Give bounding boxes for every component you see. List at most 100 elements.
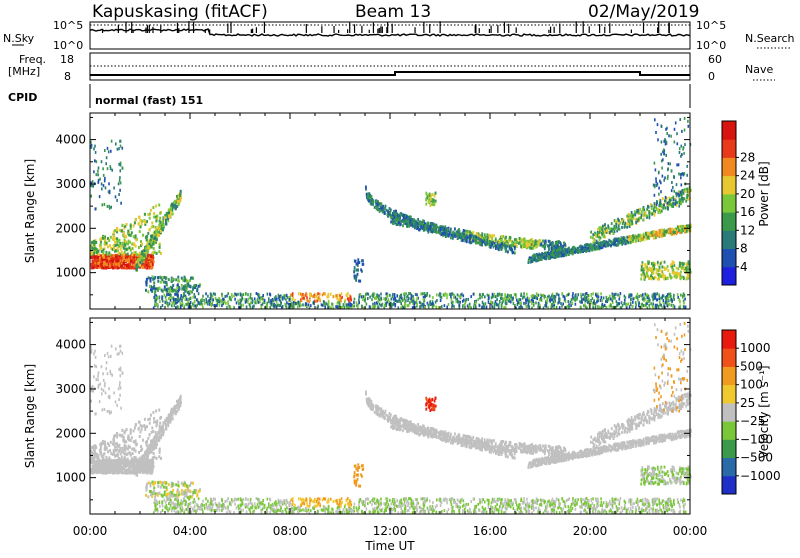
power-cell bbox=[495, 245, 497, 248]
power-cell bbox=[420, 301, 422, 304]
power-cell bbox=[196, 298, 198, 301]
power-cell bbox=[632, 301, 634, 304]
power-cell bbox=[140, 225, 142, 228]
power-cell bbox=[601, 299, 603, 302]
power-cell bbox=[604, 223, 606, 226]
power-cell bbox=[575, 299, 577, 302]
power-cell bbox=[380, 203, 382, 206]
power-cell bbox=[386, 302, 388, 305]
power-cell bbox=[670, 295, 672, 298]
power-cell bbox=[107, 245, 109, 248]
power-cell bbox=[647, 300, 649, 303]
power-cell bbox=[676, 201, 678, 204]
power-cell bbox=[681, 145, 683, 148]
power-cell bbox=[676, 267, 678, 270]
power-cell bbox=[477, 298, 479, 301]
power-cell bbox=[586, 292, 588, 295]
power-cell bbox=[186, 280, 188, 283]
power-cell bbox=[336, 297, 338, 300]
power-cell bbox=[656, 207, 658, 210]
power-cell bbox=[448, 303, 450, 306]
power-cell bbox=[563, 242, 565, 245]
power-cell bbox=[645, 238, 647, 241]
power-cell bbox=[371, 198, 373, 201]
power-cell bbox=[679, 263, 681, 266]
power-cell bbox=[273, 305, 275, 308]
power-cell bbox=[645, 212, 647, 215]
power-cell bbox=[446, 293, 448, 296]
power-cell bbox=[590, 236, 592, 239]
power-cell bbox=[504, 293, 506, 296]
power-cell bbox=[371, 298, 373, 301]
power-cell bbox=[262, 298, 264, 301]
power-cell bbox=[154, 236, 156, 239]
power-cell bbox=[471, 241, 473, 244]
power-cell bbox=[94, 145, 96, 148]
power-cell bbox=[607, 224, 609, 227]
power-cell bbox=[132, 253, 134, 256]
nsky-tick-top: 10^5 bbox=[53, 19, 83, 32]
power-cell bbox=[472, 235, 474, 238]
power-cell bbox=[505, 302, 507, 305]
power-cell bbox=[639, 238, 641, 241]
power-cell bbox=[543, 256, 545, 259]
power-cell bbox=[116, 243, 118, 246]
power-cell bbox=[212, 295, 214, 298]
power-cell bbox=[324, 306, 326, 309]
power-cell bbox=[674, 141, 676, 144]
power-cell bbox=[581, 295, 583, 298]
power-cell bbox=[648, 304, 650, 307]
power-cell bbox=[466, 240, 468, 243]
power-cell bbox=[121, 230, 123, 233]
power-cell bbox=[108, 257, 110, 260]
power-cell bbox=[653, 294, 655, 297]
power-cell bbox=[168, 278, 170, 281]
power-cell bbox=[351, 299, 353, 302]
power-cell bbox=[573, 246, 575, 249]
power-cell bbox=[627, 302, 629, 305]
power-cell bbox=[337, 302, 339, 305]
power-cell bbox=[390, 216, 392, 219]
power-cell bbox=[628, 238, 630, 241]
power-cell bbox=[555, 296, 557, 299]
power-cell bbox=[346, 294, 348, 297]
power-cell bbox=[685, 200, 687, 203]
power-cell bbox=[674, 231, 676, 234]
power-cell bbox=[144, 213, 146, 216]
power-cell bbox=[428, 231, 430, 234]
power-cell bbox=[97, 262, 99, 265]
power-cell bbox=[150, 241, 152, 244]
power-cell bbox=[268, 300, 270, 303]
power-cell bbox=[667, 298, 669, 301]
power-cell bbox=[157, 226, 159, 229]
power-cell bbox=[391, 303, 393, 306]
power-cell bbox=[413, 300, 415, 303]
power-cell bbox=[285, 298, 287, 301]
power-cell bbox=[177, 279, 179, 282]
power-cell bbox=[241, 297, 243, 300]
power-cell bbox=[386, 295, 388, 298]
power-cell bbox=[126, 223, 128, 226]
power-cell bbox=[165, 301, 167, 304]
power-cell bbox=[417, 218, 419, 221]
power-cell bbox=[461, 233, 463, 236]
power-cell bbox=[114, 241, 116, 244]
power-cell bbox=[392, 293, 394, 296]
power-cell bbox=[178, 203, 180, 206]
power-cell bbox=[301, 294, 303, 297]
power-cell bbox=[384, 305, 386, 308]
power-cell bbox=[655, 168, 657, 171]
power-cell bbox=[104, 179, 106, 182]
power-cell bbox=[632, 305, 634, 308]
power-cell bbox=[683, 302, 685, 305]
power-cell bbox=[371, 203, 373, 206]
power-cell bbox=[440, 227, 442, 230]
power-cell bbox=[600, 244, 602, 247]
power-cell bbox=[151, 226, 153, 229]
power-cell bbox=[245, 292, 247, 295]
power-cell bbox=[99, 178, 101, 181]
power-cell bbox=[504, 245, 506, 248]
power-cell bbox=[684, 298, 686, 301]
power-cell bbox=[259, 299, 261, 302]
power-cell bbox=[431, 229, 433, 232]
